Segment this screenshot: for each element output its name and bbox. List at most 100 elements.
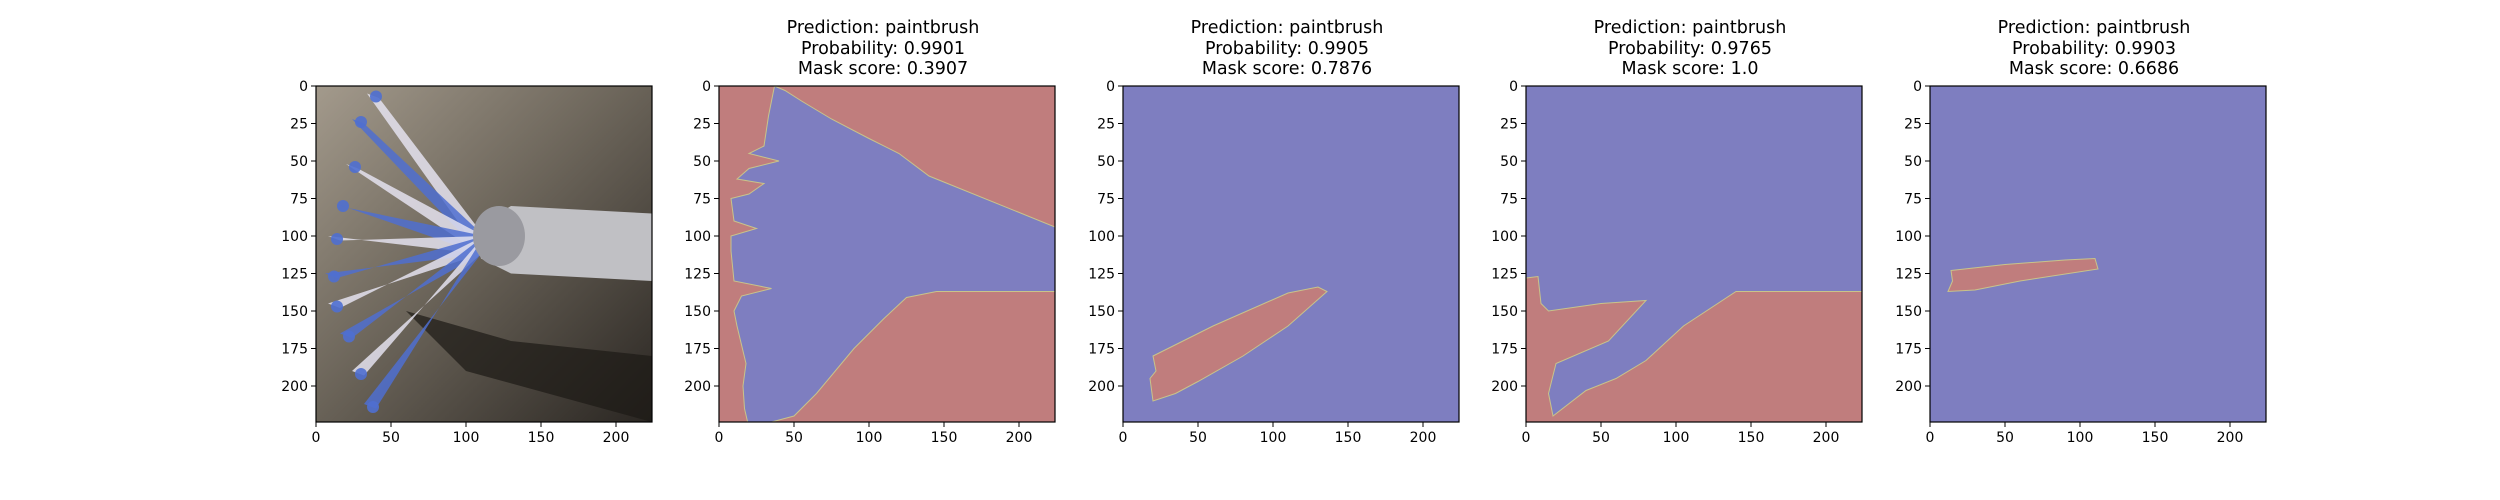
x-tick-label: 0 [1926, 430, 1935, 446]
x-tick-label: 50 [1996, 430, 2014, 446]
y-tick-label: 0 [1509, 79, 1518, 95]
y-tick-label: 125 [684, 267, 711, 283]
panel-2-title-line-3: Mask score: 0.3907 [797, 59, 969, 79]
mask-region [730, 86, 1055, 422]
y-tick-label: 0 [1913, 79, 1922, 95]
y-tick-label: 50 [1097, 154, 1115, 170]
y-tick-label: 75 [1097, 192, 1115, 208]
input-image-panel: 0 50 100 150 200 0 25 50 75 100 125 150 175 200 [281, 79, 653, 446]
x-tick-label: 0 [312, 430, 321, 446]
bristle-shape [328, 236, 484, 308]
bristle-tip-shape [331, 233, 343, 245]
y-tick-label: 75 [1500, 192, 1518, 208]
y-tick-label: 75 [693, 192, 711, 208]
bristle-shape [340, 236, 484, 338]
mask-panel-1: 0 50 100 150 200 0 25 50 75 100 125 150 175 200 [684, 79, 1056, 446]
y-tick-label: 200 [1088, 379, 1115, 395]
bristle-shape [364, 236, 484, 409]
y-tick-label: 75 [1904, 192, 1922, 208]
y-tick-label: 50 [290, 154, 308, 170]
y-tick-label: 25 [1500, 117, 1518, 133]
panel-3-title-line-1: Prediction: paintbrush [1190, 18, 1384, 38]
plot-frame [1929, 85, 2267, 423]
x-tick-label: 100 [453, 430, 480, 446]
panel-4-title-line-2: Probability: 0.9765 [1608, 38, 1772, 59]
y-tick-label: 125 [1088, 267, 1115, 283]
y-tick-label: 125 [281, 267, 308, 283]
shadow-shape [406, 311, 652, 422]
mask-content [719, 86, 1055, 422]
x-tick-label: 50 [1592, 430, 1610, 446]
mask-region [1149, 286, 1328, 402]
x-tick-label: 100 [1663, 430, 1690, 446]
plot-frame [1122, 85, 1460, 423]
x-tick-label: 0 [1522, 430, 1531, 446]
panel-5-title-line-1: Prediction: paintbrush [1997, 18, 2191, 38]
y-tick-label: 25 [1904, 117, 1922, 133]
panel-3-title: Prediction: paintbrush Probability: 0.99… [1087, 18, 1487, 80]
y-tick-label: 25 [290, 117, 308, 133]
x-tick-label: 200 [1410, 430, 1437, 446]
x-tick-label: 150 [1738, 430, 1765, 446]
x-tick-label: 0 [1119, 430, 1128, 446]
y-tick-label: 150 [684, 304, 711, 320]
x-tick-label: 200 [603, 430, 630, 446]
mask-panel-4: 0 50 100 150 200 0 25 50 75 100 125 150 175 200 [1895, 79, 2267, 446]
y-tick-label: 0 [299, 79, 308, 95]
y-tick-label: 150 [1088, 304, 1115, 320]
y-tick-label: 200 [281, 379, 308, 395]
panel-5-title-line-3: Mask score: 0.6686 [2008, 59, 2180, 79]
mask-panel-2: 0 50 100 150 200 0 25 50 75 100 125 150 175 200 [1088, 79, 1460, 446]
bristle-tip-shape [331, 300, 343, 313]
x-tick-label: 100 [1260, 430, 1287, 446]
mask-content [1526, 86, 1862, 422]
y-tick-label: 150 [281, 304, 308, 320]
panel-2-title: Prediction: paintbrush Probability: 0.99… [683, 18, 1083, 80]
y-tick-label: 175 [684, 342, 711, 358]
bristle-tip-shape [337, 200, 349, 212]
y-tick-label: 200 [684, 379, 711, 395]
bristle-tip-shape [349, 161, 361, 173]
plot-frame [315, 85, 653, 423]
bristle-tip-shape [343, 330, 355, 343]
x-tick-label: 100 [856, 430, 883, 446]
y-tick-label: 125 [1895, 267, 1922, 283]
bristle-tip-shape [355, 116, 367, 128]
x-tick-label: 0 [715, 430, 724, 446]
y-tick-label: 25 [693, 117, 711, 133]
mask-region [1526, 275, 1862, 422]
bristle-tip-shape [370, 90, 382, 103]
x-tick-label: 150 [1335, 430, 1362, 446]
panel-5-title-line-2: Probability: 0.9903 [2012, 38, 2176, 59]
y-tick-label: 75 [290, 192, 308, 208]
y-tick-label: 100 [1491, 229, 1518, 245]
mask-region [1947, 257, 2099, 293]
y-tick-label: 25 [1097, 117, 1115, 133]
panel-4-title: Prediction: paintbrush Probability: 0.97… [1490, 18, 1890, 80]
mask-content [1123, 86, 1459, 422]
y-tick-label: 100 [684, 229, 711, 245]
image-content [316, 86, 652, 422]
y-tick-label: 125 [1491, 267, 1518, 283]
x-tick-label: 50 [785, 430, 803, 446]
panel-4-title-line-3: Mask score: 1.0 [1621, 59, 1759, 79]
y-tick-label: 175 [1491, 342, 1518, 358]
y-tick-label: 100 [281, 229, 308, 245]
y-tick-label: 150 [1491, 304, 1518, 320]
panel-4-title-line-1: Prediction: paintbrush [1593, 18, 1787, 38]
y-tick-label: 175 [1895, 342, 1922, 358]
x-tick-label: 200 [1813, 430, 1840, 446]
x-tick-label: 150 [2142, 430, 2169, 446]
panel-2-title-line-2: Probability: 0.9901 [801, 38, 965, 59]
y-tick-label: 175 [1088, 342, 1115, 358]
y-tick-label: 50 [693, 154, 711, 170]
panel-2-title-line-1: Prediction: paintbrush [786, 18, 980, 38]
mask-content [1930, 86, 2266, 422]
y-tick-label: 0 [1106, 79, 1115, 95]
x-tick-label: 200 [1006, 430, 1033, 446]
bristle-tip-shape [328, 270, 340, 283]
x-tick-label: 200 [2217, 430, 2244, 446]
mask-background [1930, 86, 2266, 422]
x-tick-label: 50 [1189, 430, 1207, 446]
bristle-tip-shape [367, 401, 379, 413]
